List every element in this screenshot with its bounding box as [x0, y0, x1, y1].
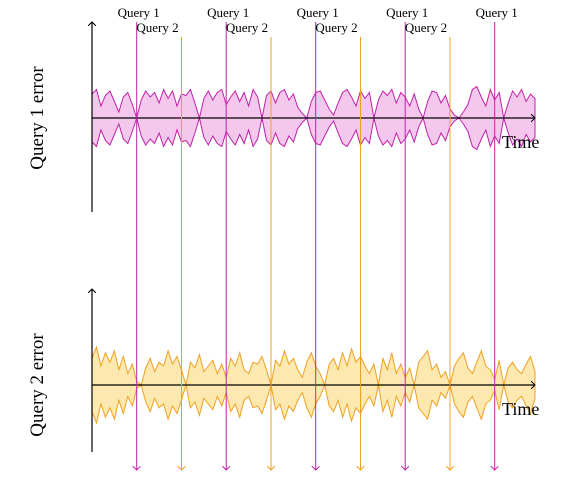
x-axis-label-query-1: Time: [502, 132, 539, 152]
x-axis-label-query-2: Time: [502, 399, 539, 419]
query-label: Query 2: [405, 20, 447, 35]
panel-query-1: Query 1 error Time: [27, 22, 539, 212]
query-label: Query 1: [207, 5, 249, 20]
query-label: Query 2: [315, 20, 357, 35]
query-label: Query 1: [118, 5, 160, 20]
y-axis-label-query-1: Query 1 error: [27, 66, 48, 170]
query-label: Query 1: [476, 5, 518, 20]
query-label: Query 1: [297, 5, 339, 20]
panel-query-2: Query 2 error Time: [27, 289, 539, 452]
y-axis-label-query-2: Query 2 error: [27, 333, 48, 437]
query-label: Query 2: [226, 20, 268, 35]
query-label: Query 1: [386, 5, 428, 20]
query-label: Query 2: [136, 20, 178, 35]
